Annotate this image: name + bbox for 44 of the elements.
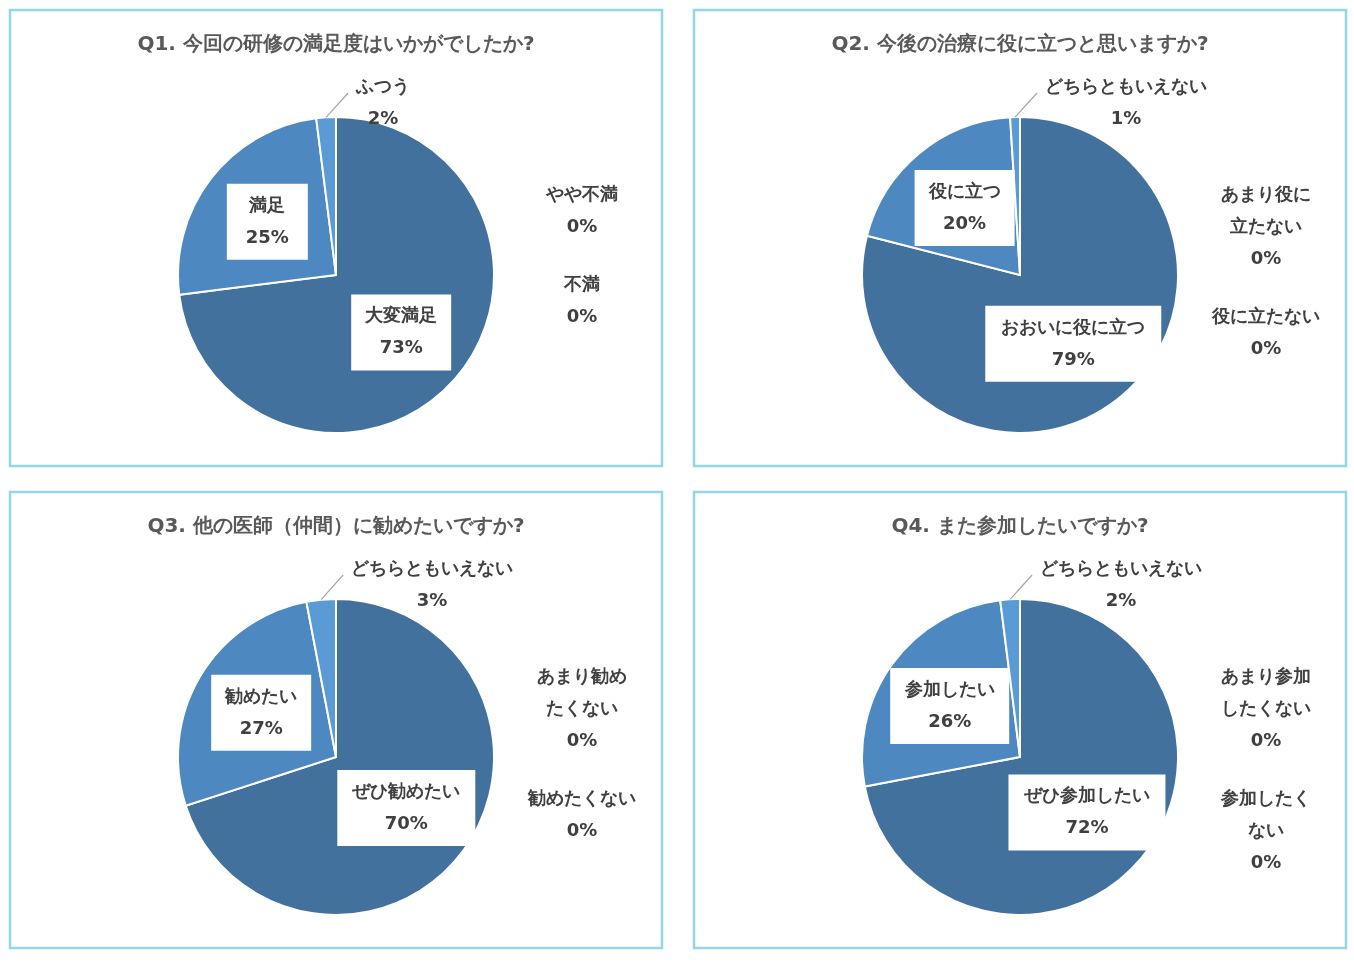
chart-title: Q1. 今回の研修の満足度はいかがでしたか? [137,31,535,55]
text: 0% [1250,337,1282,358]
slice-label: 役に立つ [927,180,1001,202]
data-label: 27% [239,716,283,738]
data-label: 79% [1051,347,1095,369]
slice-label: ふつう [355,75,411,96]
category-label: やや不満 [546,183,618,204]
text: 0% [566,729,598,750]
slice-label: ぜひ勧めたい [351,780,461,802]
slice-label: どちらともいえない [351,557,514,578]
text: 0% [566,819,598,840]
text: 0% [566,305,598,326]
data-label: 26% [928,709,972,731]
category-label: 不満 [564,273,600,294]
chart-title: Q4. また参加したいですか? [891,513,1149,537]
category-label: 役に立たない [1212,305,1320,326]
data-label: 1% [1110,107,1142,128]
text: 0% [1250,247,1282,268]
data-label: 2% [1105,589,1137,610]
category-label: あまり勧めたくない [537,665,627,718]
text: 0% [1250,729,1282,750]
slice-label: 満足 [248,193,286,215]
category-label: 参加したくない [1221,787,1311,840]
category-label: 勧めたくない [528,787,636,808]
chart-title: Q3. 他の医師（仲間）に勧めたいですか? [147,513,525,537]
data-label: 20% [943,212,987,234]
category-label: あまり参加したくない [1221,665,1311,718]
slice-label: 勧めたい [224,684,298,706]
data-label: 3% [416,589,448,610]
slice-label: 参加したい [903,677,995,699]
slice-label: どちらともいえない [1045,75,1208,96]
text: 0% [1250,851,1282,872]
slice-label: 大変満足 [364,304,438,326]
slice-label: ぜひ参加したい [1022,784,1150,806]
slice-label: おおいに役に立つ [1001,315,1146,337]
chart-title: Q2. 今後の治療に役に立つと思いますか? [831,31,1209,55]
data-label: 72% [1065,816,1109,838]
data-label: 25% [245,225,289,247]
data-label: 73% [379,336,423,358]
data-label: 2% [367,107,399,128]
text: 0% [566,215,598,236]
category-label: あまり役に立たない [1221,183,1311,236]
slice-label: どちらともいえない [1040,557,1203,578]
data-label: 70% [384,812,428,834]
